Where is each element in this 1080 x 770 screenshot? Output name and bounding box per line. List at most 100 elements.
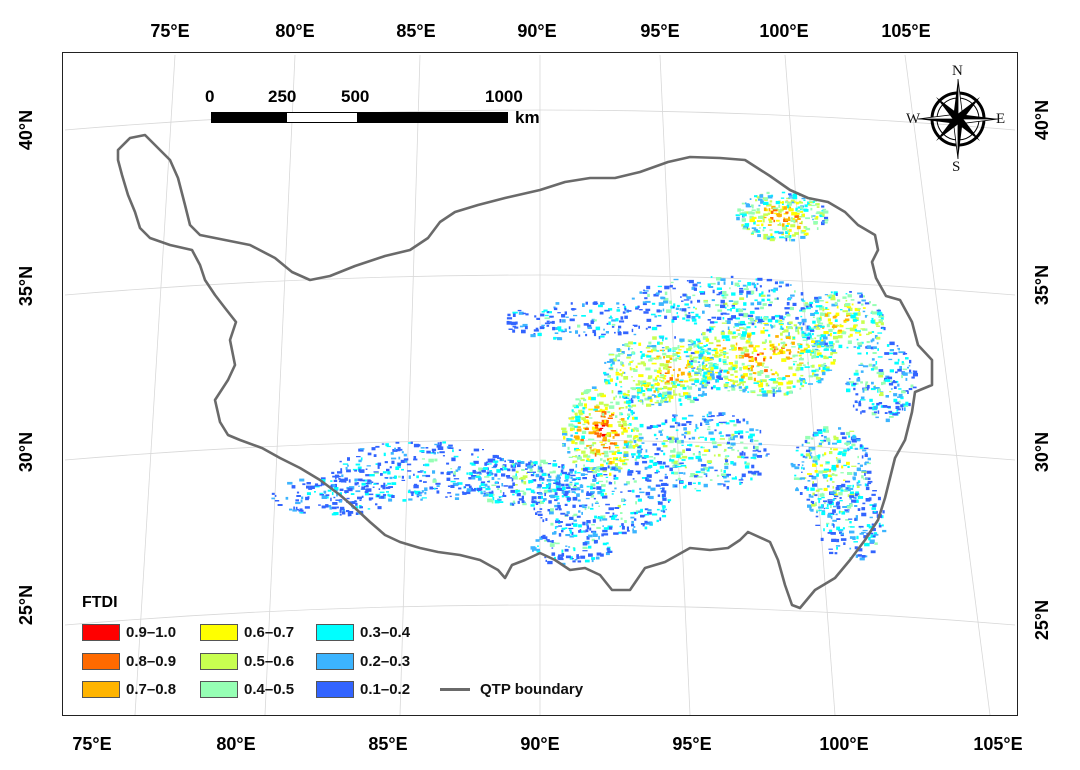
raster-pixel bbox=[763, 216, 767, 219]
raster-pixel bbox=[760, 330, 765, 334]
raster-pixel bbox=[900, 404, 904, 408]
raster-pixel bbox=[805, 453, 810, 457]
raster-pixel bbox=[564, 514, 569, 517]
raster-pixel bbox=[793, 324, 797, 327]
raster-pixel bbox=[537, 332, 542, 337]
raster-pixel bbox=[636, 387, 641, 390]
raster-pixel bbox=[662, 461, 666, 465]
raster-pixel bbox=[582, 423, 586, 426]
raster-pixel bbox=[563, 490, 569, 495]
raster-pixel bbox=[551, 540, 554, 543]
raster-pixel bbox=[752, 450, 757, 452]
raster-pixel bbox=[679, 403, 683, 406]
raster-pixel bbox=[591, 559, 594, 563]
raster-pixel bbox=[337, 471, 343, 474]
raster-pixel bbox=[753, 322, 756, 325]
raster-pixel bbox=[811, 364, 815, 368]
raster-pixel bbox=[739, 481, 742, 485]
raster-pixel bbox=[819, 305, 823, 309]
raster-pixel bbox=[821, 440, 824, 444]
raster-pixel bbox=[616, 302, 620, 305]
raster-pixel bbox=[848, 378, 851, 380]
raster-pixel bbox=[830, 504, 832, 508]
raster-pixel bbox=[878, 371, 885, 375]
raster-pixel bbox=[628, 405, 633, 408]
raster-pixel bbox=[869, 398, 873, 402]
raster-pixel bbox=[571, 424, 575, 427]
raster-pixel bbox=[622, 423, 627, 427]
raster-pixel bbox=[657, 393, 663, 397]
raster-pixel bbox=[785, 311, 789, 315]
raster-pixel bbox=[652, 336, 657, 340]
raster-pixel bbox=[836, 485, 842, 488]
raster-pixel bbox=[896, 408, 899, 412]
raster-pixel bbox=[732, 382, 736, 386]
raster-pixel bbox=[506, 477, 513, 479]
raster-pixel bbox=[774, 207, 778, 211]
raster-pixel bbox=[641, 401, 644, 405]
raster-pixel bbox=[802, 309, 806, 313]
raster-pixel bbox=[574, 450, 578, 452]
raster-pixel bbox=[846, 381, 851, 386]
raster-pixel bbox=[680, 296, 682, 298]
raster-pixel bbox=[783, 213, 788, 215]
raster-pixel bbox=[819, 354, 823, 357]
raster-pixel bbox=[575, 405, 579, 408]
raster-pixel bbox=[688, 365, 692, 368]
raster-pixel bbox=[449, 495, 452, 498]
raster-pixel bbox=[756, 353, 760, 356]
raster-pixel bbox=[637, 471, 641, 475]
raster-pixel bbox=[413, 458, 418, 461]
raster-pixel bbox=[646, 318, 652, 322]
raster-pixel bbox=[657, 390, 660, 392]
raster-pixel bbox=[588, 467, 592, 470]
raster-pixel bbox=[807, 504, 812, 508]
raster-pixel bbox=[809, 506, 812, 511]
raster-pixel bbox=[607, 424, 609, 427]
raster-pixel bbox=[577, 324, 581, 328]
raster-pixel bbox=[808, 201, 814, 203]
left-lat-label: 25°N bbox=[16, 584, 37, 626]
raster-pixel bbox=[699, 285, 702, 288]
raster-pixel bbox=[830, 291, 833, 294]
raster-pixel bbox=[657, 285, 662, 288]
raster-pixel bbox=[565, 316, 569, 318]
raster-pixel bbox=[821, 210, 824, 212]
raster-pixel bbox=[827, 318, 831, 322]
raster-pixel bbox=[743, 288, 749, 291]
raster-pixel bbox=[848, 308, 850, 312]
raster-pixel bbox=[806, 307, 811, 310]
raster-pixel bbox=[889, 341, 895, 346]
raster-pixel bbox=[807, 480, 811, 482]
raster-pixel bbox=[277, 504, 283, 506]
raster-pixel bbox=[578, 510, 581, 513]
raster-pixel bbox=[801, 197, 806, 200]
raster-pixel bbox=[445, 496, 448, 498]
raster-pixel bbox=[659, 342, 663, 345]
raster-pixel bbox=[572, 515, 575, 517]
raster-pixel bbox=[708, 342, 714, 345]
raster-pixel bbox=[452, 449, 454, 453]
raster-pixel bbox=[731, 336, 737, 339]
raster-pixel bbox=[645, 523, 651, 525]
raster-pixel bbox=[646, 522, 651, 525]
raster-pixel bbox=[545, 539, 550, 541]
raster-pixel bbox=[711, 299, 715, 302]
raster-pixel bbox=[883, 327, 886, 331]
raster-pixel bbox=[486, 471, 490, 474]
raster-pixel bbox=[836, 458, 841, 462]
raster-pixel bbox=[413, 484, 419, 489]
raster-pixel bbox=[734, 323, 739, 326]
raster-pixel bbox=[708, 449, 711, 452]
raster-pixel bbox=[768, 304, 772, 307]
raster-pixel bbox=[566, 438, 570, 442]
raster-pixel bbox=[384, 461, 388, 464]
raster-pixel bbox=[816, 350, 821, 352]
raster-pixel bbox=[785, 336, 791, 339]
raster-pixel bbox=[812, 463, 817, 467]
raster-pixel bbox=[575, 464, 578, 468]
raster-pixel bbox=[434, 443, 439, 446]
raster-pixel bbox=[667, 400, 672, 403]
raster-pixel bbox=[478, 471, 481, 474]
raster-pixel bbox=[594, 502, 599, 504]
